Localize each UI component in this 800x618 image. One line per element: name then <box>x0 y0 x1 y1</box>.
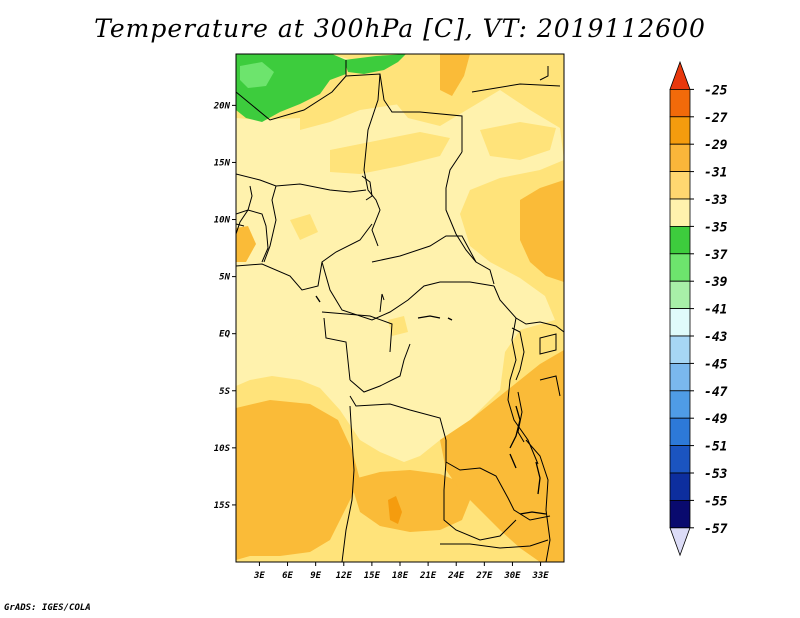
temperature-band-33-31 <box>480 122 556 160</box>
colorbar-swatch <box>669 60 691 90</box>
map-panel <box>236 54 564 562</box>
colorbar-swatch <box>669 171 691 200</box>
lon-label: 24E <box>447 571 465 581</box>
colorbar-label: -53 <box>704 467 728 482</box>
lon-label: 9E <box>310 571 321 581</box>
latitude-axis: 20N 15N 10N 5N EQ 5S 10S 15S <box>213 101 236 511</box>
colorbar-legend: -25 -27 -29 -31 -33 -35 -37 -39 -41 -43 -45 -47 -49 -… <box>669 60 728 557</box>
lon-label: 18E <box>392 571 409 581</box>
temperature-band-31-29 <box>440 350 564 562</box>
colorbar-swatch <box>669 198 691 227</box>
colorbar-swatch <box>669 143 691 172</box>
colorbar-label: -35 <box>704 220 728 235</box>
colorbar-swatch <box>669 417 691 447</box>
colorbar-label: -55 <box>704 494 728 509</box>
lon-label: 33E <box>531 571 549 581</box>
temperature-band-39-37 <box>240 62 274 88</box>
colorbar-label: -51 <box>704 440 727 455</box>
colorbar-swatch <box>669 116 691 145</box>
colorbar-swatch <box>669 308 691 337</box>
lon-label: 21E <box>419 571 437 581</box>
colorbar-swatch <box>669 527 691 557</box>
lon-label: 6E <box>282 571 293 581</box>
temperature-band-33-31 <box>388 316 408 336</box>
colorbar-swatch <box>669 362 691 392</box>
lat-label: 15N <box>214 158 231 168</box>
colorbar-swatch <box>669 499 691 529</box>
colorbar-swatch <box>669 280 691 310</box>
lon-label: 30E <box>503 571 521 581</box>
temperature-band-31-29 <box>520 180 564 282</box>
colorbar-swatch <box>669 225 691 255</box>
lat-label: EQ <box>219 330 230 340</box>
temperature-band-31-29 <box>350 470 470 532</box>
colorbar-label: -33 <box>704 193 728 208</box>
lat-label: 15S <box>214 501 231 511</box>
lat-label: 10N <box>214 216 231 226</box>
colorbar-label: -31 <box>704 166 727 181</box>
colorbar-swatch <box>669 89 691 118</box>
colorbar-swatch <box>669 335 691 364</box>
lat-label: 10S <box>214 444 231 454</box>
colorbar-label: -39 <box>704 275 728 290</box>
temperature-band-33-31 <box>290 214 318 240</box>
lat-label: 20N <box>213 101 231 111</box>
colorbar-label: -29 <box>704 138 728 153</box>
temperature-band-31-29 <box>236 400 360 560</box>
country-borders <box>236 60 564 562</box>
lakes <box>315 295 547 515</box>
colorbar-swatch <box>669 390 691 419</box>
colorbar-label: -37 <box>704 248 728 263</box>
lon-label: 12E <box>336 571 353 581</box>
lon-label: 15E <box>364 571 381 581</box>
longitude-axis: 3E 6E 9E 12E 15E 18E 21E 24E 27E 30E 33E <box>253 562 549 581</box>
temperature-band-29-27 <box>388 496 402 524</box>
temperature-band-31-29 <box>440 54 470 96</box>
colorbar-label: -57 <box>704 522 728 537</box>
temperature-band-35-33 <box>236 262 330 372</box>
colorbar-label: -47 <box>704 385 728 400</box>
grads-credit: GrADS: IGES/COLA <box>4 603 91 613</box>
temperature-band-35-33 <box>236 54 564 462</box>
temperature-band-31-29 <box>236 226 256 262</box>
lon-label: 27E <box>475 571 493 581</box>
colorbar-label: -45 <box>704 357 728 372</box>
colorbar-label: -43 <box>704 330 728 345</box>
colorbar-label: -41 <box>704 303 727 318</box>
temperature-band-37-35 <box>344 54 406 74</box>
colorbar-swatch <box>669 472 691 501</box>
chart-title: Temperature at 300hPa [C], VT: 201911260… <box>94 14 706 43</box>
colorbar-label: -25 <box>704 83 728 98</box>
colorbar-swatch <box>669 253 691 282</box>
colorbar-label: -49 <box>704 412 728 427</box>
lat-label: 5S <box>219 387 230 397</box>
lat-label: 5N <box>219 273 230 283</box>
colorbar-label: -27 <box>704 111 728 126</box>
colorbar-swatch <box>669 445 691 474</box>
lon-label: 3E <box>253 571 265 581</box>
temperature-band-33-31 <box>330 132 450 174</box>
